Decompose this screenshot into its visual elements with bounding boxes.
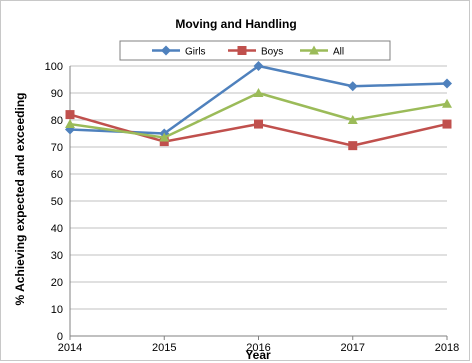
legend-marker bbox=[237, 46, 247, 55]
legend-marker bbox=[161, 45, 171, 56]
girls-point bbox=[442, 78, 452, 89]
y-tick-label: 0 bbox=[57, 331, 63, 343]
y-tick-labels: 0 10 20 30 40 50 60 70 80 90 100 bbox=[45, 61, 63, 343]
all-point bbox=[442, 98, 452, 108]
gridlines bbox=[70, 65, 447, 310]
all-point bbox=[347, 115, 358, 124]
y-tick-label: 70 bbox=[51, 142, 63, 154]
x-tick-labels: 2014 2015 2016 2017 2018 bbox=[58, 342, 459, 354]
boys-point bbox=[442, 119, 452, 129]
x-axis-title: Year bbox=[245, 348, 271, 362]
legend-item-girls: Girls bbox=[152, 45, 206, 58]
chart-legend: Girls Boys All bbox=[119, 40, 391, 61]
girls-point bbox=[253, 61, 264, 71]
legend-item-boys: Boys bbox=[228, 46, 283, 58]
y-tick-label: 20 bbox=[51, 277, 63, 289]
y-tick-label: 10 bbox=[51, 304, 63, 316]
girls-point bbox=[347, 81, 358, 92]
all-point bbox=[65, 119, 75, 129]
series-boys bbox=[65, 110, 452, 151]
boys-line bbox=[69, 113, 448, 147]
all-point bbox=[159, 132, 170, 142]
x-tick-label: 2015 bbox=[152, 342, 176, 354]
x-tick-label: 2016 bbox=[246, 342, 270, 354]
legend-marker bbox=[309, 45, 319, 55]
x-tick-label: 2014 bbox=[58, 342, 82, 354]
axes bbox=[69, 66, 448, 340]
legend-label: Girls bbox=[185, 47, 206, 58]
legend-label: All bbox=[333, 47, 344, 58]
series-group bbox=[65, 61, 452, 151]
series-all bbox=[65, 88, 452, 142]
y-tick-label: 80 bbox=[51, 115, 63, 127]
legend-label: Boys bbox=[261, 47, 283, 58]
y-tick-label: 90 bbox=[51, 88, 63, 100]
y-axis-title: % Achieving expected and exceeding bbox=[13, 93, 27, 306]
chart-title: Moving and Handling bbox=[175, 17, 296, 31]
y-tick-label: 100 bbox=[45, 61, 63, 73]
boys-point bbox=[159, 137, 169, 147]
x-tick-label: 2017 bbox=[341, 342, 365, 354]
y-tick-label: 40 bbox=[51, 223, 63, 235]
boys-point bbox=[65, 110, 75, 120]
boys-point bbox=[254, 119, 263, 129]
y-tick-label: 30 bbox=[51, 250, 63, 262]
legend-item-all: All bbox=[300, 45, 344, 58]
y-tick-label: 60 bbox=[51, 169, 63, 181]
all-point bbox=[253, 88, 264, 97]
y-tick-label: 50 bbox=[51, 196, 63, 208]
x-tick-label: 2018 bbox=[435, 342, 459, 354]
boys-point bbox=[348, 141, 358, 151]
